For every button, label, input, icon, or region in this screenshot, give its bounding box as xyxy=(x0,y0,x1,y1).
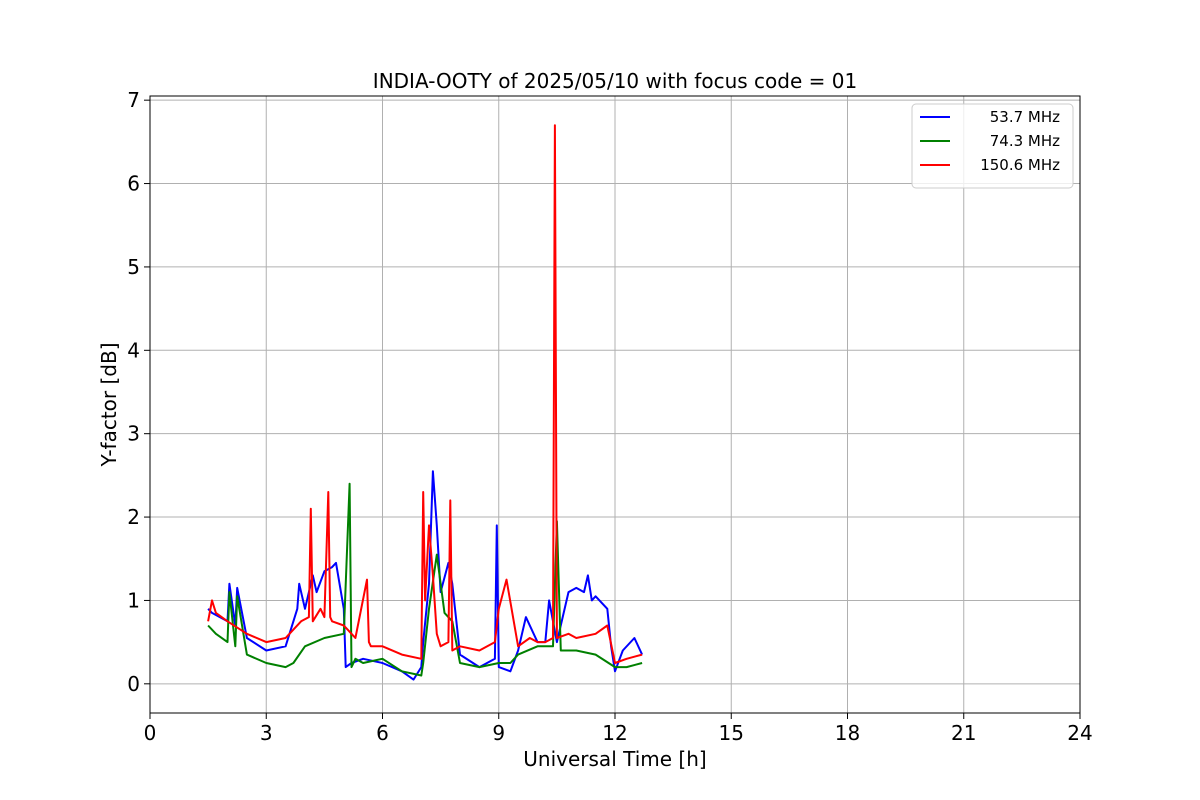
y-tick-label: 4 xyxy=(127,338,140,362)
y-tick-label: 2 xyxy=(127,505,140,529)
x-tick-label: 15 xyxy=(719,721,744,745)
y-tick-label: 7 xyxy=(127,88,140,112)
x-tick-label: 12 xyxy=(602,721,627,745)
y-tick-label: 5 xyxy=(127,255,140,279)
x-axis: 0 3 6 9 12 15 18 21 24 xyxy=(144,713,1093,745)
x-axis-label: Universal Time [h] xyxy=(523,747,706,771)
chart-title: INDIA-OOTY of 2025/05/10 with focus code… xyxy=(373,69,857,93)
x-tick-label: 9 xyxy=(492,721,505,745)
x-tick-label: 3 xyxy=(260,721,273,745)
legend-label: 53.7 MHz xyxy=(990,108,1060,126)
y-axis: 0 1 2 3 4 5 6 7 xyxy=(127,88,150,696)
x-tick-label: 18 xyxy=(835,721,860,745)
y-tick-label: 0 xyxy=(127,672,140,696)
y-tick-label: 6 xyxy=(127,172,140,196)
legend-box xyxy=(911,103,1074,189)
grid xyxy=(149,96,1081,713)
y-tick-label: 1 xyxy=(127,588,140,612)
legend-label: 150.6 MHz xyxy=(980,156,1060,174)
y-axis-label: Y-factor [dB] xyxy=(97,342,121,467)
series-line-0 xyxy=(207,470,644,681)
x-tick-label: 21 xyxy=(951,721,976,745)
x-tick-label: 0 xyxy=(144,721,157,745)
y-tick-label: 3 xyxy=(127,422,140,446)
series-line-1 xyxy=(207,482,643,677)
series-layer xyxy=(207,124,644,681)
legend-label: 74.3 MHz xyxy=(990,132,1060,150)
series-line-2 xyxy=(207,124,643,664)
x-tick-label: 6 xyxy=(376,721,389,745)
x-tick-label: 24 xyxy=(1067,721,1092,745)
legend: 53.7 MHz 74.3 MHz 150.6 MHz xyxy=(911,103,1074,189)
